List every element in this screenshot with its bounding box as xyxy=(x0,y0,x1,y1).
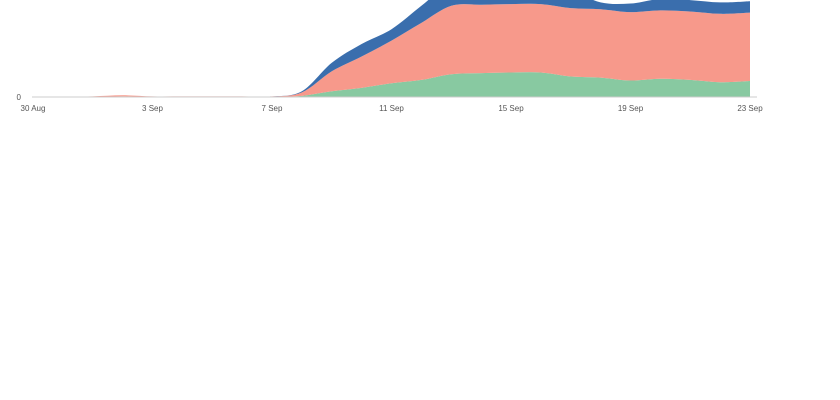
x-tick-label: 23 Sep xyxy=(737,104,763,113)
x-tick-label: 15 Sep xyxy=(498,104,524,113)
x-tick-label: 7 Sep xyxy=(262,104,283,113)
y-axis-ticks: 0 xyxy=(17,93,22,102)
area-series-3 xyxy=(33,0,750,98)
x-tick-label: 30 Aug xyxy=(21,104,46,113)
area-series-1 xyxy=(33,72,750,98)
area-series-group xyxy=(33,0,750,98)
x-tick-label: 19 Sep xyxy=(618,104,644,113)
x-axis-ticks: 30 Aug 3 Sep 7 Sep 11 Sep 15 Sep 19 Sep 23 Sep xyxy=(21,104,764,113)
area-series-2 xyxy=(33,3,750,98)
x-tick-label: 11 Sep xyxy=(379,104,404,113)
x-tick-label: 3 Sep xyxy=(142,104,163,113)
y-tick-label: 0 xyxy=(17,93,22,102)
